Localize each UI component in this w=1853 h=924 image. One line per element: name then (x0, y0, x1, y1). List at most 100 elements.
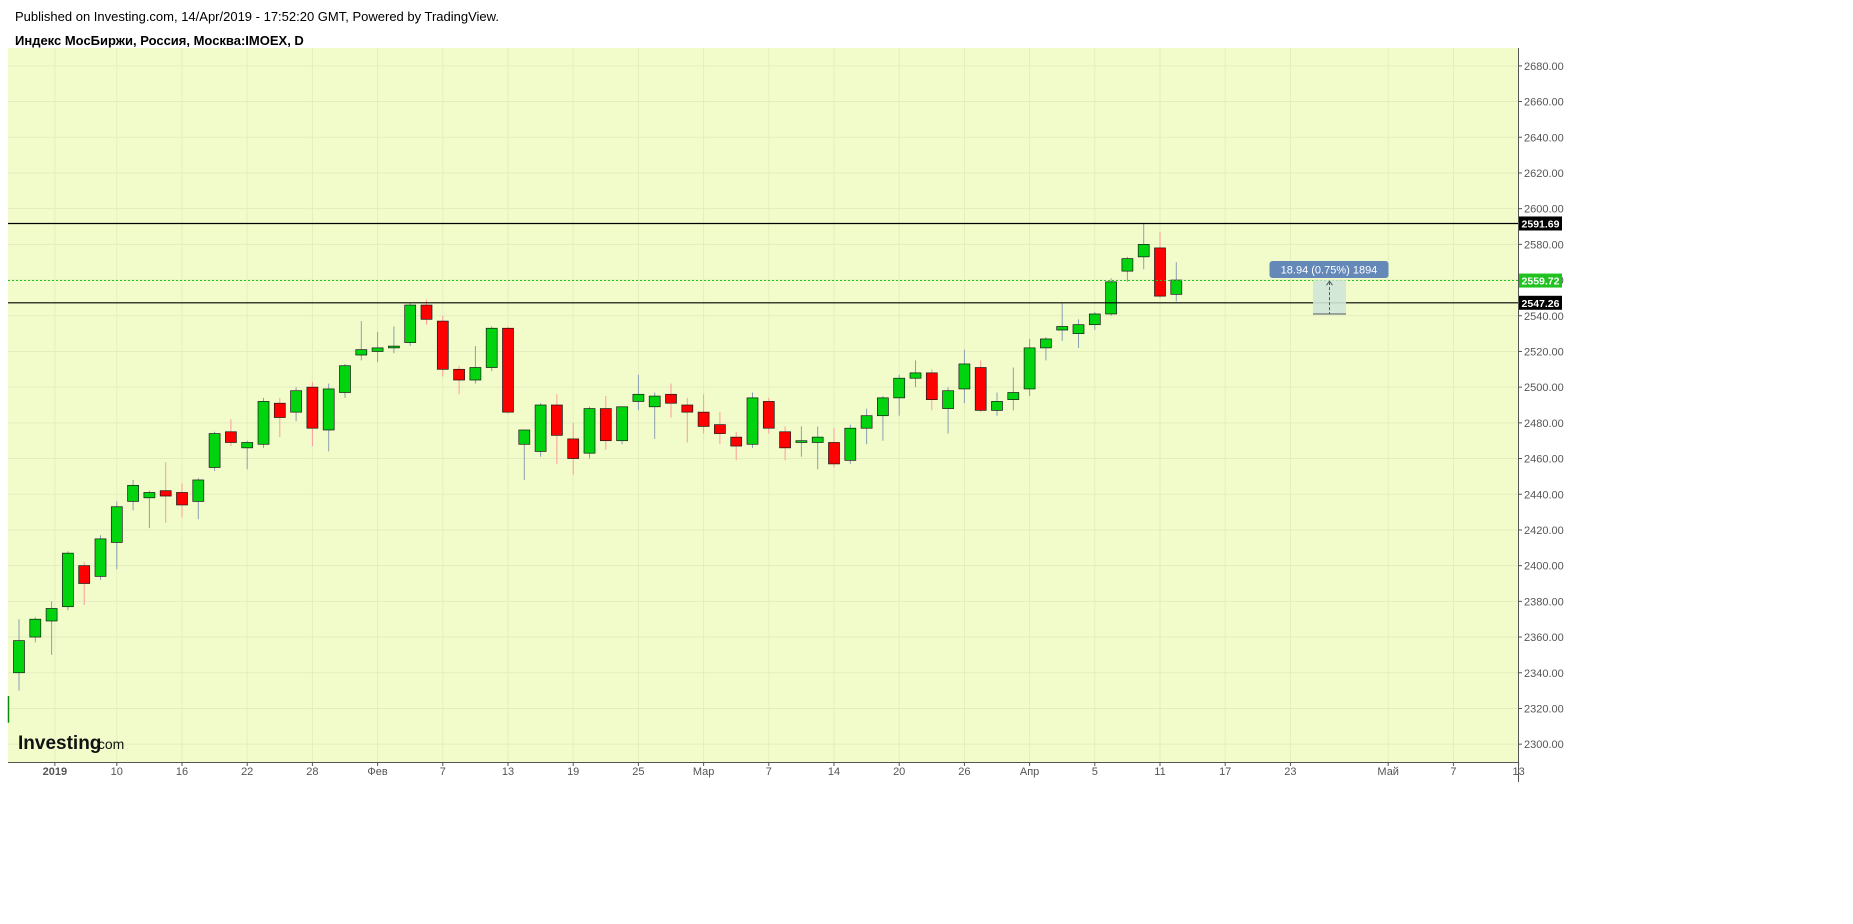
x-tick-label: 2019 (43, 766, 67, 778)
candle-up (339, 365, 351, 393)
x-tick-label: 5 (1092, 766, 1098, 778)
x-tick-label: Апр (1020, 766, 1039, 778)
y-tick-label: 2460.00 (1524, 454, 1564, 466)
x-tick-label: 7 (766, 766, 772, 778)
horizontal-levels[interactable] (8, 222, 1518, 304)
x-tick-label: 14 (828, 766, 840, 778)
candle-down (306, 386, 319, 429)
candle-up (355, 349, 368, 356)
candle-up (1137, 244, 1150, 258)
level-price-box (1519, 295, 1562, 310)
x-tick-label: 25 (632, 766, 644, 778)
candle-up (1023, 347, 1036, 390)
y-tick-label: 2660.00 (1524, 97, 1564, 109)
candle-up (1105, 281, 1117, 315)
published-caption: Published on Investing.com, 14/Apr/2019 … (15, 9, 499, 24)
candle-down (453, 368, 465, 381)
candle-down (681, 404, 694, 413)
candle-up (877, 397, 889, 417)
x-tick-label: 26 (958, 766, 970, 778)
candle-up (485, 327, 498, 368)
candle-up (795, 440, 808, 443)
logo-domain: .com (94, 736, 124, 752)
x-tick-label: 13 (502, 766, 514, 778)
measure-tool[interactable]: 18.94 (0.75%) 1894 (1269, 261, 1389, 315)
candle-up (860, 415, 873, 429)
level-price-label: 2547.26 (1522, 298, 1560, 310)
candle-up (192, 479, 205, 502)
candle-up (1040, 338, 1052, 349)
x-tick-label: 20 (893, 766, 905, 778)
x-tick-label: 28 (306, 766, 318, 778)
candle-up (1088, 313, 1101, 326)
candle-down (1154, 247, 1166, 297)
candle-up (62, 552, 74, 608)
y-tick-label: 2320.00 (1524, 703, 1564, 715)
y-tick-label: 2300.00 (1524, 739, 1564, 751)
candle-down (225, 431, 237, 443)
y-tick-label: 2540.00 (1524, 311, 1564, 323)
x-tick-label: Фев (367, 766, 387, 778)
candle-up (45, 608, 58, 622)
candle-down (974, 367, 987, 411)
last-price-label: 2559.72 (1522, 276, 1560, 288)
last-price-box (1519, 273, 1562, 288)
investing-logo: Investing .com (18, 733, 124, 754)
candle-down (436, 320, 449, 370)
candle-up (110, 506, 123, 543)
candle-up (942, 390, 954, 409)
candle-up (290, 390, 302, 413)
x-tick-label: 11 (1154, 766, 1165, 778)
candle-up (893, 377, 906, 399)
y-tick-label: 2440.00 (1524, 489, 1564, 501)
x-tick-label: 7 (440, 766, 446, 778)
candle-up (811, 436, 824, 443)
x-tick-label: 23 (1284, 766, 1296, 778)
candle-down (730, 436, 743, 447)
y-tick-label: 2520.00 (1524, 346, 1564, 358)
candle-up (208, 433, 221, 468)
x-tick-label: Май (1377, 766, 1399, 778)
candle-up (1072, 324, 1085, 334)
candle-up (1121, 258, 1134, 272)
candle-down (762, 401, 775, 429)
candle-up (241, 442, 254, 449)
candle-down (828, 442, 840, 465)
candle-up (94, 538, 107, 577)
candle-up (322, 388, 335, 431)
candle-up (583, 408, 596, 454)
x-tick-label: 10 (111, 766, 123, 778)
candle-down (502, 327, 514, 413)
y-tick-label: 2400.00 (1524, 561, 1564, 573)
y-tick-label: 2580.00 (1524, 239, 1564, 251)
level-price-box (1519, 216, 1562, 231)
candle-up (534, 404, 547, 452)
candle-down (925, 372, 938, 400)
candle-down (551, 404, 563, 436)
candle-up (991, 401, 1003, 411)
candle-up (632, 393, 645, 402)
candle-up (388, 345, 400, 349)
candle-down (420, 304, 433, 320)
instrument-title: Индекс МосБиржи, Россия, Москва:IMOEX, D (15, 33, 304, 48)
candle-up (746, 397, 759, 445)
y-tick-label: 2380.00 (1524, 596, 1564, 608)
candle-down (697, 411, 710, 427)
candle-up (844, 427, 857, 461)
x-tick-label: 19 (567, 766, 579, 778)
candle-down (159, 490, 172, 497)
x-tick-label: 17 (1219, 766, 1231, 778)
candle-down (599, 408, 612, 442)
candle-up (648, 395, 661, 408)
candle-up (13, 640, 25, 674)
y-tick-label: 2500.00 (1524, 382, 1564, 394)
candle-down (714, 424, 726, 434)
candle-down (567, 438, 580, 459)
candle-down (665, 393, 677, 404)
candle-up (1007, 392, 1020, 400)
y-tick-label: 2340.00 (1524, 668, 1564, 680)
candle-up (1056, 326, 1069, 331)
x-tick-label: 16 (176, 766, 188, 778)
candle-up (257, 401, 270, 445)
